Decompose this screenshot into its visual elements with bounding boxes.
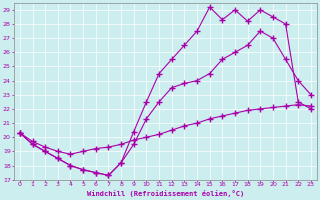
X-axis label: Windchill (Refroidissement éolien,°C): Windchill (Refroidissement éolien,°C) bbox=[87, 190, 244, 197]
